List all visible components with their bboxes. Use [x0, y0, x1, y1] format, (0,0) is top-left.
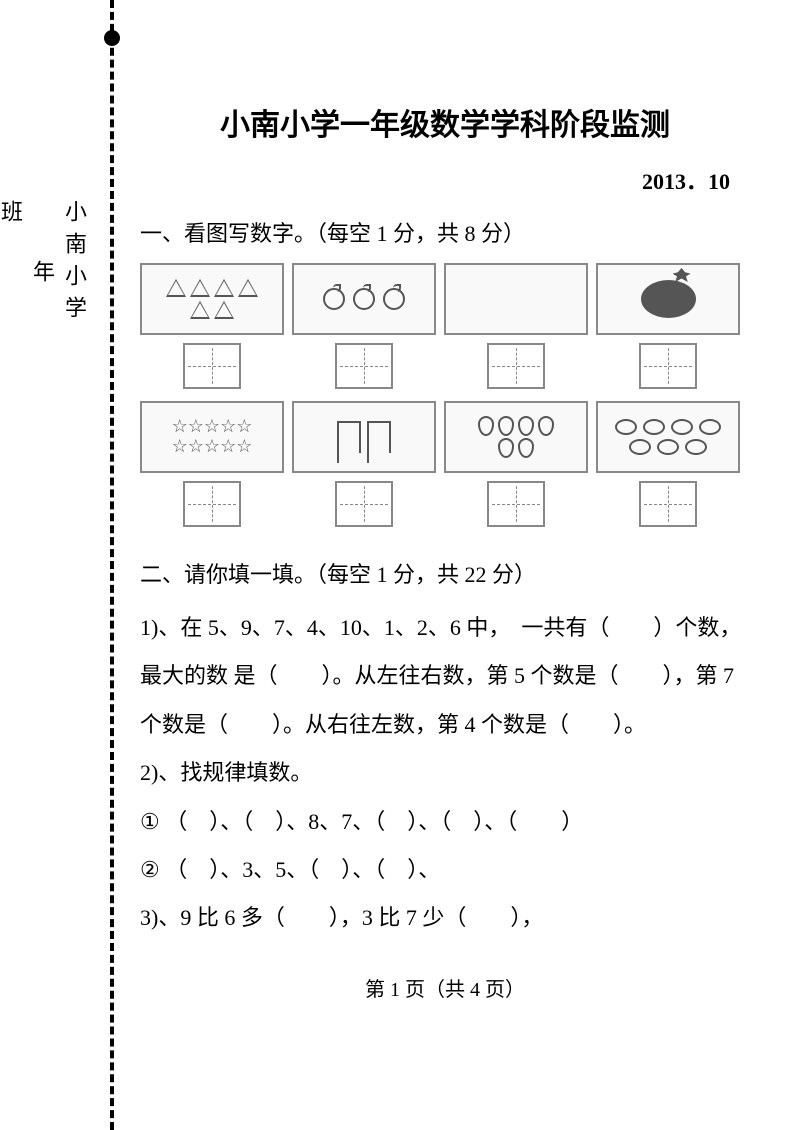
section1-heading: 一、看图写数字。（每空 1 分，共 8 分） [140, 216, 750, 248]
answer-boxes-row1 [140, 343, 740, 389]
answer-boxes-row2 [140, 481, 740, 527]
answer-box[interactable] [639, 481, 697, 527]
question1-image-area: ☆☆☆☆☆ ☆☆☆☆☆ [140, 263, 740, 527]
cell-watermelon [596, 263, 740, 335]
image-grid-row2: ☆☆☆☆☆ ☆☆☆☆☆ [140, 401, 740, 473]
class-label: 班 [0, 200, 26, 1020]
question2-2-heading: 2)、找规律填数。 [140, 749, 750, 797]
answer-box[interactable] [487, 343, 545, 389]
answer-box[interactable] [183, 343, 241, 389]
answer-box[interactable] [639, 343, 697, 389]
image-grid-row1 [140, 263, 740, 335]
cell-peaches [444, 401, 588, 473]
question2-1: 1)、在 5、9、7、4、10、1、2、6 中， 一共有（ ）个数，最大的数 是… [140, 604, 750, 749]
answer-box[interactable] [183, 481, 241, 527]
vertical-labels: 小南小学 年 班 姓名： [50, 200, 90, 1100]
answer-box[interactable] [335, 481, 393, 527]
cell-stars: ☆☆☆☆☆ ☆☆☆☆☆ [140, 401, 284, 473]
grade-label: 年 [26, 260, 58, 1020]
cell-ovals [596, 401, 740, 473]
section2-heading: 二、请你填一填。（每空 1 分，共 22 分） [140, 557, 750, 589]
cell-triangles [140, 263, 284, 335]
binding-line [110, 0, 114, 1130]
exam-date: 2013．10 [140, 164, 750, 196]
cell-flags [292, 401, 436, 473]
cell-apples [292, 263, 436, 335]
question2-3: 3)、9 比 6 多（ ），3 比 7 少（ ）， [140, 894, 750, 942]
page-title: 小南小学一年级数学学科阶段监测 [140, 100, 750, 144]
school-label: 小南小学 [58, 200, 90, 1020]
question2-2-line1: ① （ ）、（ ）、8、7、（ ）、（ ）、（ ） [140, 798, 750, 846]
page-footer: 第 1 页（共 4 页） [140, 973, 750, 1002]
question2-2-line2: ② （ ）、3、5、（ ）、（ ）、 [140, 846, 750, 894]
main-content: 小南小学一年级数学学科阶段监测 2013．10 一、看图写数字。（每空 1 分，… [140, 100, 750, 1002]
cell-empty [444, 263, 588, 335]
answer-box[interactable] [487, 481, 545, 527]
answer-box[interactable] [335, 343, 393, 389]
